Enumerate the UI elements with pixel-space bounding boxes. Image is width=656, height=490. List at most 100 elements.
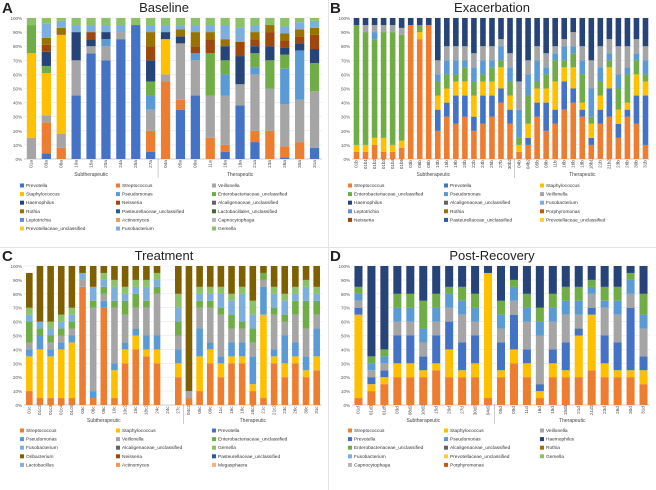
bar-segment (453, 74, 459, 82)
bar-segment (613, 300, 622, 315)
x-tick-label: 18c (239, 406, 244, 414)
panel-a: A Baseline 0% 10% 20% 30% 40% 50% 60% 70% 80% 90%… (0, 0, 328, 247)
bar-segment (175, 18, 186, 26)
chart-title: Baseline (139, 0, 189, 15)
bar-segment (444, 102, 450, 117)
bar-segment (143, 300, 150, 308)
bar-segment (606, 116, 613, 159)
bar-segment (535, 266, 544, 308)
legend-entry: Streptococcus (26, 428, 57, 434)
bar-segment (86, 18, 96, 26)
x-tick-label: 20d (446, 406, 451, 414)
bar-segment (362, 25, 369, 33)
bar-segment (639, 328, 648, 357)
legend-swatch (348, 428, 352, 433)
bar-segment (250, 32, 260, 40)
bar-segment (471, 377, 480, 405)
x-tick-label: 23d (602, 406, 607, 414)
x-tick-label: 18d (550, 406, 555, 414)
bar-segment (220, 151, 230, 159)
bar-segment (235, 56, 245, 85)
bar-segment (295, 99, 305, 143)
bar-segment (600, 307, 609, 336)
bar-segment (47, 356, 54, 399)
bar-segment (548, 266, 557, 294)
bar-segment (509, 363, 518, 405)
bar-segment (41, 37, 51, 45)
bar-segment (626, 272, 635, 280)
bar-segment (398, 27, 405, 35)
bar-segment (220, 144, 230, 152)
bar-segment (507, 123, 513, 159)
legend-entry: Pseudomonas (450, 192, 481, 198)
bar-segment (453, 81, 459, 96)
bar-segment (146, 25, 156, 33)
bar-segment (624, 116, 631, 159)
bar-segment (89, 391, 97, 399)
bar-segment (552, 81, 558, 110)
legend-entry: Prevotellaceae_unclassified (450, 454, 510, 460)
bar-segment (588, 144, 595, 159)
bar-segment (217, 314, 225, 357)
bar-segment (313, 286, 320, 294)
bar-segment (79, 272, 86, 280)
legend-entry: Staphylococcus (122, 428, 156, 434)
bar-segment (47, 342, 54, 350)
legend-entry: Haemophilus (26, 200, 55, 206)
panel-letter: C (2, 248, 13, 265)
bar-segment (498, 67, 504, 89)
bar-segment (525, 74, 531, 96)
x-tick-label: 10d2 (420, 404, 425, 415)
bar-segment (587, 286, 596, 294)
bar-segment (509, 286, 518, 301)
bar-segment (353, 151, 360, 159)
bar-segment (220, 25, 230, 40)
bar-segment (41, 23, 51, 38)
x-tick-label: 09d (511, 406, 516, 414)
bar-segment (26, 18, 37, 26)
x-tick-label: 20a (103, 160, 108, 168)
legend-swatch (444, 217, 448, 222)
bar-segment (367, 363, 376, 371)
bar-segment (281, 300, 289, 315)
legend-entry: Fusobacterium (122, 226, 154, 232)
bar-segment (101, 46, 111, 61)
bar-segment (265, 130, 275, 159)
bar-segment (175, 321, 182, 336)
y-tick-label: 0% (15, 157, 22, 162)
bar-segment (185, 266, 193, 392)
x-tick-label: 26c (293, 406, 298, 414)
legend-entry: Streptococcus (354, 183, 385, 189)
legend-entry: Staphylococcus (450, 428, 484, 434)
legend-entry: Streptococcus (122, 183, 153, 189)
y-tick-label: 30% (341, 361, 350, 366)
bar-segment (471, 266, 480, 294)
x-tick-label: 01c4 (58, 405, 63, 415)
bar-segment (79, 279, 86, 287)
bar-segment (56, 133, 66, 148)
bar-segment (143, 356, 150, 405)
bar-segment (543, 102, 549, 131)
bar-segment (175, 109, 186, 159)
bar-segment (522, 377, 531, 405)
x-tick-label: 31a (312, 160, 317, 168)
bar-segment (292, 300, 299, 315)
bar-segment (250, 18, 260, 26)
bar-segment (600, 377, 609, 405)
bar-segment (56, 27, 66, 35)
bar-segment (624, 67, 631, 75)
bar-segment (249, 314, 257, 329)
bar-segment (444, 60, 450, 75)
y-tick-label: 40% (13, 101, 22, 106)
bar-segment (205, 32, 215, 40)
bar-segment (250, 46, 260, 54)
bar-segment (639, 384, 648, 405)
bar-segment (36, 398, 44, 405)
bar-segment (280, 18, 290, 27)
bar-segment (143, 266, 150, 280)
bar-segment (292, 314, 299, 343)
legend-entry: Rothia (450, 209, 464, 215)
bar-segment (522, 349, 531, 364)
bar-segment (281, 321, 289, 336)
bar-segment (570, 67, 577, 89)
